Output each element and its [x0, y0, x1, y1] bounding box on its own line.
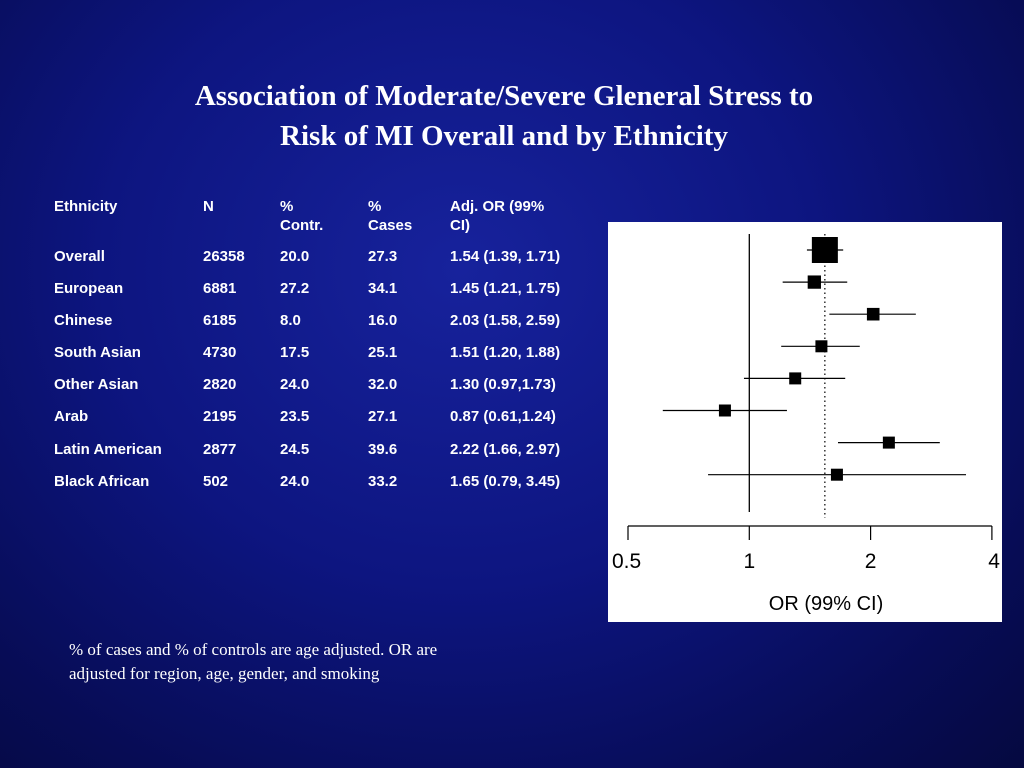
- cell-cases: 27.3: [368, 248, 398, 265]
- or-marker-south-asian: [815, 340, 828, 353]
- cell-ethnicity: Black African: [54, 472, 150, 490]
- header-contr-line2: Contr.: [280, 217, 324, 234]
- cell-cases: 27.1: [368, 408, 398, 426]
- title-line-1: Association of Moderate/Severe Gleneral …: [194, 80, 814, 112]
- cell-n: 6881: [203, 280, 237, 298]
- cell-n: 502: [203, 472, 229, 490]
- cell-or: 1.65 (0.79, 3.45): [450, 472, 561, 490]
- header-cases-line1: %: [368, 198, 382, 215]
- cell-ethnicity: Latin American: [54, 440, 162, 458]
- cell-cases: 33.2: [368, 472, 398, 490]
- cell-or: 1.51 (1.20, 1.88): [450, 344, 561, 362]
- or-marker-arab: [718, 404, 731, 417]
- x-tick-label-4: 4: [988, 550, 1000, 573]
- table-row: European 6881 27.2 34.1 1.45 (1.21, 1.75…: [48, 273, 596, 305]
- cell-cases: 39.6: [368, 440, 398, 458]
- title-line-2: Risk of MI Overall and by Ethnicity: [280, 120, 728, 152]
- or-marker-overall: [811, 237, 838, 263]
- cell-ethnicity: South Asian: [54, 344, 141, 362]
- header-contr-line1: %: [280, 198, 294, 215]
- or-marker-other-asian: [789, 372, 802, 385]
- table-row: Black African 502 24.0 33.2 1.65 (0.79, …: [48, 466, 596, 498]
- cell-ethnicity: European: [54, 280, 124, 298]
- cell-or: 2.22 (1.66, 2.97): [450, 440, 561, 458]
- header-cases-line2: Cases: [368, 217, 413, 234]
- footnote-line-1: % of cases and % of controls are age adj…: [69, 640, 438, 659]
- cell-n: 2877: [203, 440, 237, 458]
- x-tick-label-0.5: 0.5: [612, 550, 641, 573]
- cell-contr: 20.0: [280, 248, 310, 265]
- cell-contr: 8.0: [280, 312, 301, 330]
- header-or-line2: CI): [450, 217, 470, 234]
- cell-cases: 34.1: [368, 280, 398, 298]
- x-tick-label-2: 2: [865, 550, 877, 573]
- x-axis: 0.5 1 2 4: [612, 525, 1000, 573]
- cell-n: 4730: [203, 344, 237, 362]
- cell-ethnicity: Overall: [54, 248, 105, 265]
- or-marker-latin-american: [882, 436, 895, 449]
- header-ethnicity: Ethnicity: [54, 198, 118, 215]
- x-axis-title: OR (99% CI): [769, 593, 883, 615]
- footnote-line-2: adjusted for region, age, gender, and sm…: [69, 664, 380, 683]
- forest-plot: 0.5 1 2 4 OR (99% CI): [608, 222, 1002, 622]
- cell-or: 1.30 (0.97,1.73): [450, 376, 556, 394]
- table-row: Chinese 6185 8.0 16.0 2.03 (1.58, 2.59): [48, 305, 596, 337]
- header-or: Adj. OR (99% CI): [444, 193, 596, 241]
- header-or-line1: Adj. OR (99%: [450, 198, 545, 215]
- cell-n: 26358: [203, 248, 245, 265]
- or-marker-chinese: [866, 307, 880, 321]
- table-row: South Asian 4730 17.5 25.1 1.51 (1.20, 1…: [48, 337, 596, 369]
- or-marker-black-african: [830, 468, 843, 481]
- header-contr: % Contr.: [274, 193, 362, 241]
- cell-contr: 24.0: [280, 472, 310, 490]
- cell-cases: 32.0: [368, 376, 398, 394]
- cell-cases: 16.0: [368, 312, 398, 330]
- footnote: % of cases and % of controls are age adj…: [69, 638, 549, 686]
- header-n: N: [203, 198, 214, 215]
- cell-n: 2820: [203, 376, 237, 394]
- table-row: Latin American 2877 24.5 39.6 2.22 (1.66…: [48, 434, 596, 466]
- table-row: Overall 26358 20.0 27.3 1.54 (1.39, 1.71…: [48, 241, 596, 273]
- cell-or: 2.03 (1.58, 2.59): [450, 312, 561, 330]
- cell-contr: 17.5: [280, 344, 310, 362]
- cell-n: 2195: [203, 408, 237, 426]
- cell-or: 1.45 (1.21, 1.75): [450, 280, 561, 298]
- cell-ethnicity: Arab: [54, 408, 89, 426]
- header-cases: % Cases: [362, 193, 444, 241]
- table-header-row: Ethnicity N % Contr. % Cases Adj. OR (99% C…: [48, 193, 596, 241]
- forest-plot-svg: 0.5 1 2 4 OR (99% CI): [612, 234, 1000, 615]
- cell-ethnicity: Other Asian: [54, 376, 139, 394]
- cell-ethnicity: Chinese: [54, 312, 113, 330]
- x-tick-label-1: 1: [743, 550, 755, 573]
- table-row: Arab 2195 23.5 27.1 0.87 (0.61,1.24): [48, 401, 596, 433]
- cell-contr: 24.5: [280, 440, 310, 458]
- results-table: Ethnicity N % Contr. % Cases Adj. OR (99% C…: [48, 193, 596, 498]
- slide-title: Association of Moderate/Severe Gleneral …: [0, 76, 1008, 156]
- table-row: Other Asian 2820 24.0 32.0 1.30 (0.97,1.…: [48, 369, 596, 401]
- cell-cases: 25.1: [368, 344, 398, 362]
- cell-contr: 24.0: [280, 376, 310, 394]
- cell-n: 6185: [203, 312, 237, 330]
- forest-marks: [662, 237, 967, 481]
- reference-lines: [748, 234, 826, 518]
- or-marker-european: [807, 275, 821, 289]
- cell-contr: 27.2: [280, 280, 310, 298]
- cell-or: 1.54 (1.39, 1.71): [450, 248, 561, 265]
- cell-contr: 23.5: [280, 408, 310, 426]
- cell-or: 0.87 (0.61,1.24): [450, 408, 556, 426]
